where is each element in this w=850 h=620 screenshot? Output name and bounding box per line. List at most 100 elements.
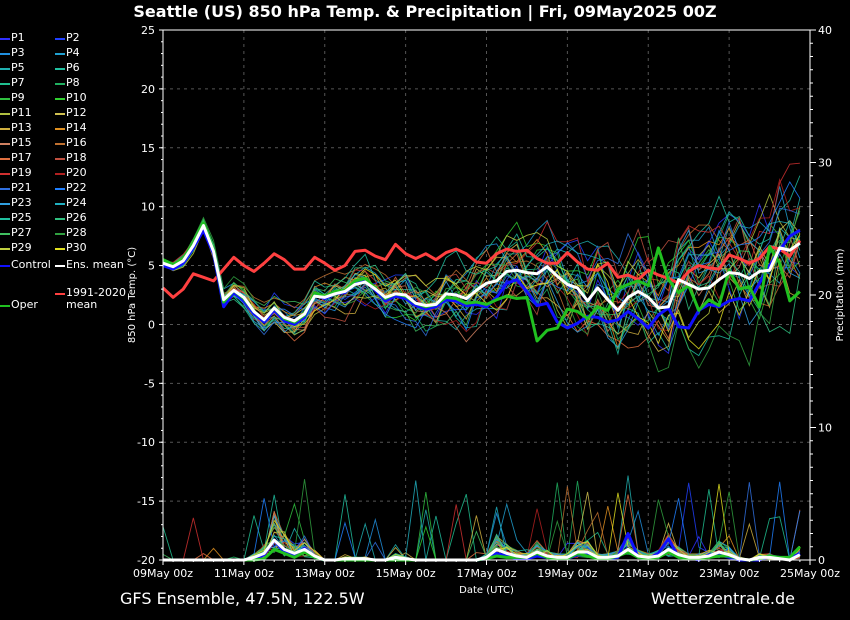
precip-series-ens-mean	[163, 538, 801, 562]
x-tick-label: 11May 00z	[214, 567, 274, 580]
legend-entry: P3	[0, 47, 25, 59]
y-tick-label-left: -15	[137, 495, 155, 508]
footer-model-info: GFS Ensemble, 47.5N, 122.5W	[120, 589, 365, 608]
y-tick-label-left: -10	[137, 436, 155, 449]
member-temp-line	[162, 198, 801, 335]
legend-swatch	[55, 83, 65, 85]
y-tick-label-right: 40	[818, 24, 832, 37]
legend-label: P18	[66, 151, 87, 164]
legend-entry: P29	[0, 242, 32, 254]
member-temp-line	[162, 207, 801, 332]
temp-series-control	[162, 228, 801, 330]
x-tick-label: 19May 00z	[537, 567, 597, 580]
legend-label: P12	[66, 106, 87, 119]
legend-swatch	[0, 83, 10, 85]
legend-label: P6	[66, 61, 80, 74]
legend-label: P21	[11, 181, 32, 194]
y-tick-label-left: 20	[141, 83, 155, 96]
legend-entry: P26	[55, 212, 87, 224]
legend-label: P16	[66, 136, 87, 149]
legend-swatch	[0, 38, 10, 40]
legend-entry: P16	[55, 137, 87, 149]
legend-swatch	[0, 113, 10, 115]
y-tick-label-left: 0	[148, 318, 155, 331]
x-tick-label: 25May 00z	[780, 567, 840, 580]
legend-swatch	[55, 173, 65, 175]
legend-label: P27	[11, 226, 32, 239]
legend-entry: P15	[0, 137, 32, 149]
temp-series-1991-2020-mean	[161, 239, 802, 299]
x-tick-label: 09May 00z	[133, 567, 193, 580]
legend-label: P30	[66, 241, 87, 254]
legend-label: P24	[66, 196, 87, 209]
member-precip-line	[163, 486, 801, 561]
legend-label: P13	[11, 121, 32, 134]
legend-entry: P18	[55, 152, 87, 164]
legend-entry: P22	[55, 182, 87, 194]
legend-swatch	[0, 158, 10, 160]
legend-swatch	[55, 218, 65, 220]
legend-entry: P12	[55, 107, 87, 119]
legend-label: P25	[11, 211, 32, 224]
legend-swatch	[55, 98, 65, 100]
legend-label: P20	[66, 166, 87, 179]
y-axis-title-right: Precipitation (mm)	[835, 248, 846, 341]
legend-label: P8	[66, 76, 80, 89]
legend-label: P23	[11, 196, 32, 209]
footer-source: Wetterzentrale.de	[650, 589, 795, 608]
legend-entry: P13	[0, 122, 32, 134]
legend-label: P10	[66, 91, 87, 104]
legend-swatch	[0, 218, 10, 220]
legend-swatch	[0, 233, 10, 235]
x-tick-label: 21May 00z	[618, 567, 678, 580]
x-tick-label: 23May 00z	[699, 567, 759, 580]
legend-entry: P6	[55, 62, 80, 74]
legend-entry: P7	[0, 77, 25, 89]
legend-entry: P2	[55, 32, 80, 44]
legend-label: P7	[11, 76, 25, 89]
legend-entry: Ens. mean	[55, 259, 124, 271]
member-temp-line	[162, 178, 801, 337]
y-tick-label-right: 0	[818, 554, 825, 567]
legend-swatch	[55, 188, 65, 190]
legend-swatch	[0, 248, 10, 250]
member-temp-line	[162, 221, 801, 348]
legend-entry: P4	[55, 47, 80, 59]
legend-label: P5	[11, 61, 25, 74]
y-tick-label-left: 5	[148, 260, 155, 273]
legend-entry: P1	[0, 32, 25, 44]
legend-label: Ens. mean	[66, 258, 124, 271]
legend-label: P14	[66, 121, 87, 134]
legend-label: P22	[66, 181, 87, 194]
legend-swatch	[55, 158, 65, 160]
legend-label: Control	[11, 258, 51, 271]
legend-label: P11	[11, 106, 32, 119]
legend-label: P3	[11, 46, 25, 59]
legend-swatch	[55, 293, 65, 295]
legend-entry: P19	[0, 167, 32, 179]
legend-entry: P30	[55, 242, 87, 254]
legend-swatch	[0, 188, 10, 190]
y-tick-label-right: 20	[818, 289, 832, 302]
y-tick-label-left: -20	[137, 554, 155, 567]
legend-entry: P21	[0, 182, 32, 194]
member-temp-line	[162, 228, 801, 349]
legend-swatch	[0, 305, 10, 307]
legend-label: 1991-2020 mean	[66, 286, 126, 311]
legend-entry: P27	[0, 227, 32, 239]
member-temp-line	[162, 205, 801, 317]
y-tick-label-left: 15	[141, 142, 155, 155]
y-axis-title-left: 850 hPa Temp. (°C)	[127, 247, 138, 343]
legend-entry: P25	[0, 212, 32, 224]
legend-swatch	[0, 68, 10, 70]
legend-swatch	[0, 173, 10, 175]
legend-label: P26	[66, 211, 87, 224]
y-tick-label-left: 10	[141, 201, 155, 214]
x-tick-label: 13May 00z	[295, 567, 355, 580]
legend-label: P17	[11, 151, 32, 164]
legend-label: P15	[11, 136, 32, 149]
legend-entry: P11	[0, 107, 32, 119]
temp-series-ens-mean	[162, 224, 801, 323]
x-axis-title: Date (UTC)	[459, 585, 514, 596]
